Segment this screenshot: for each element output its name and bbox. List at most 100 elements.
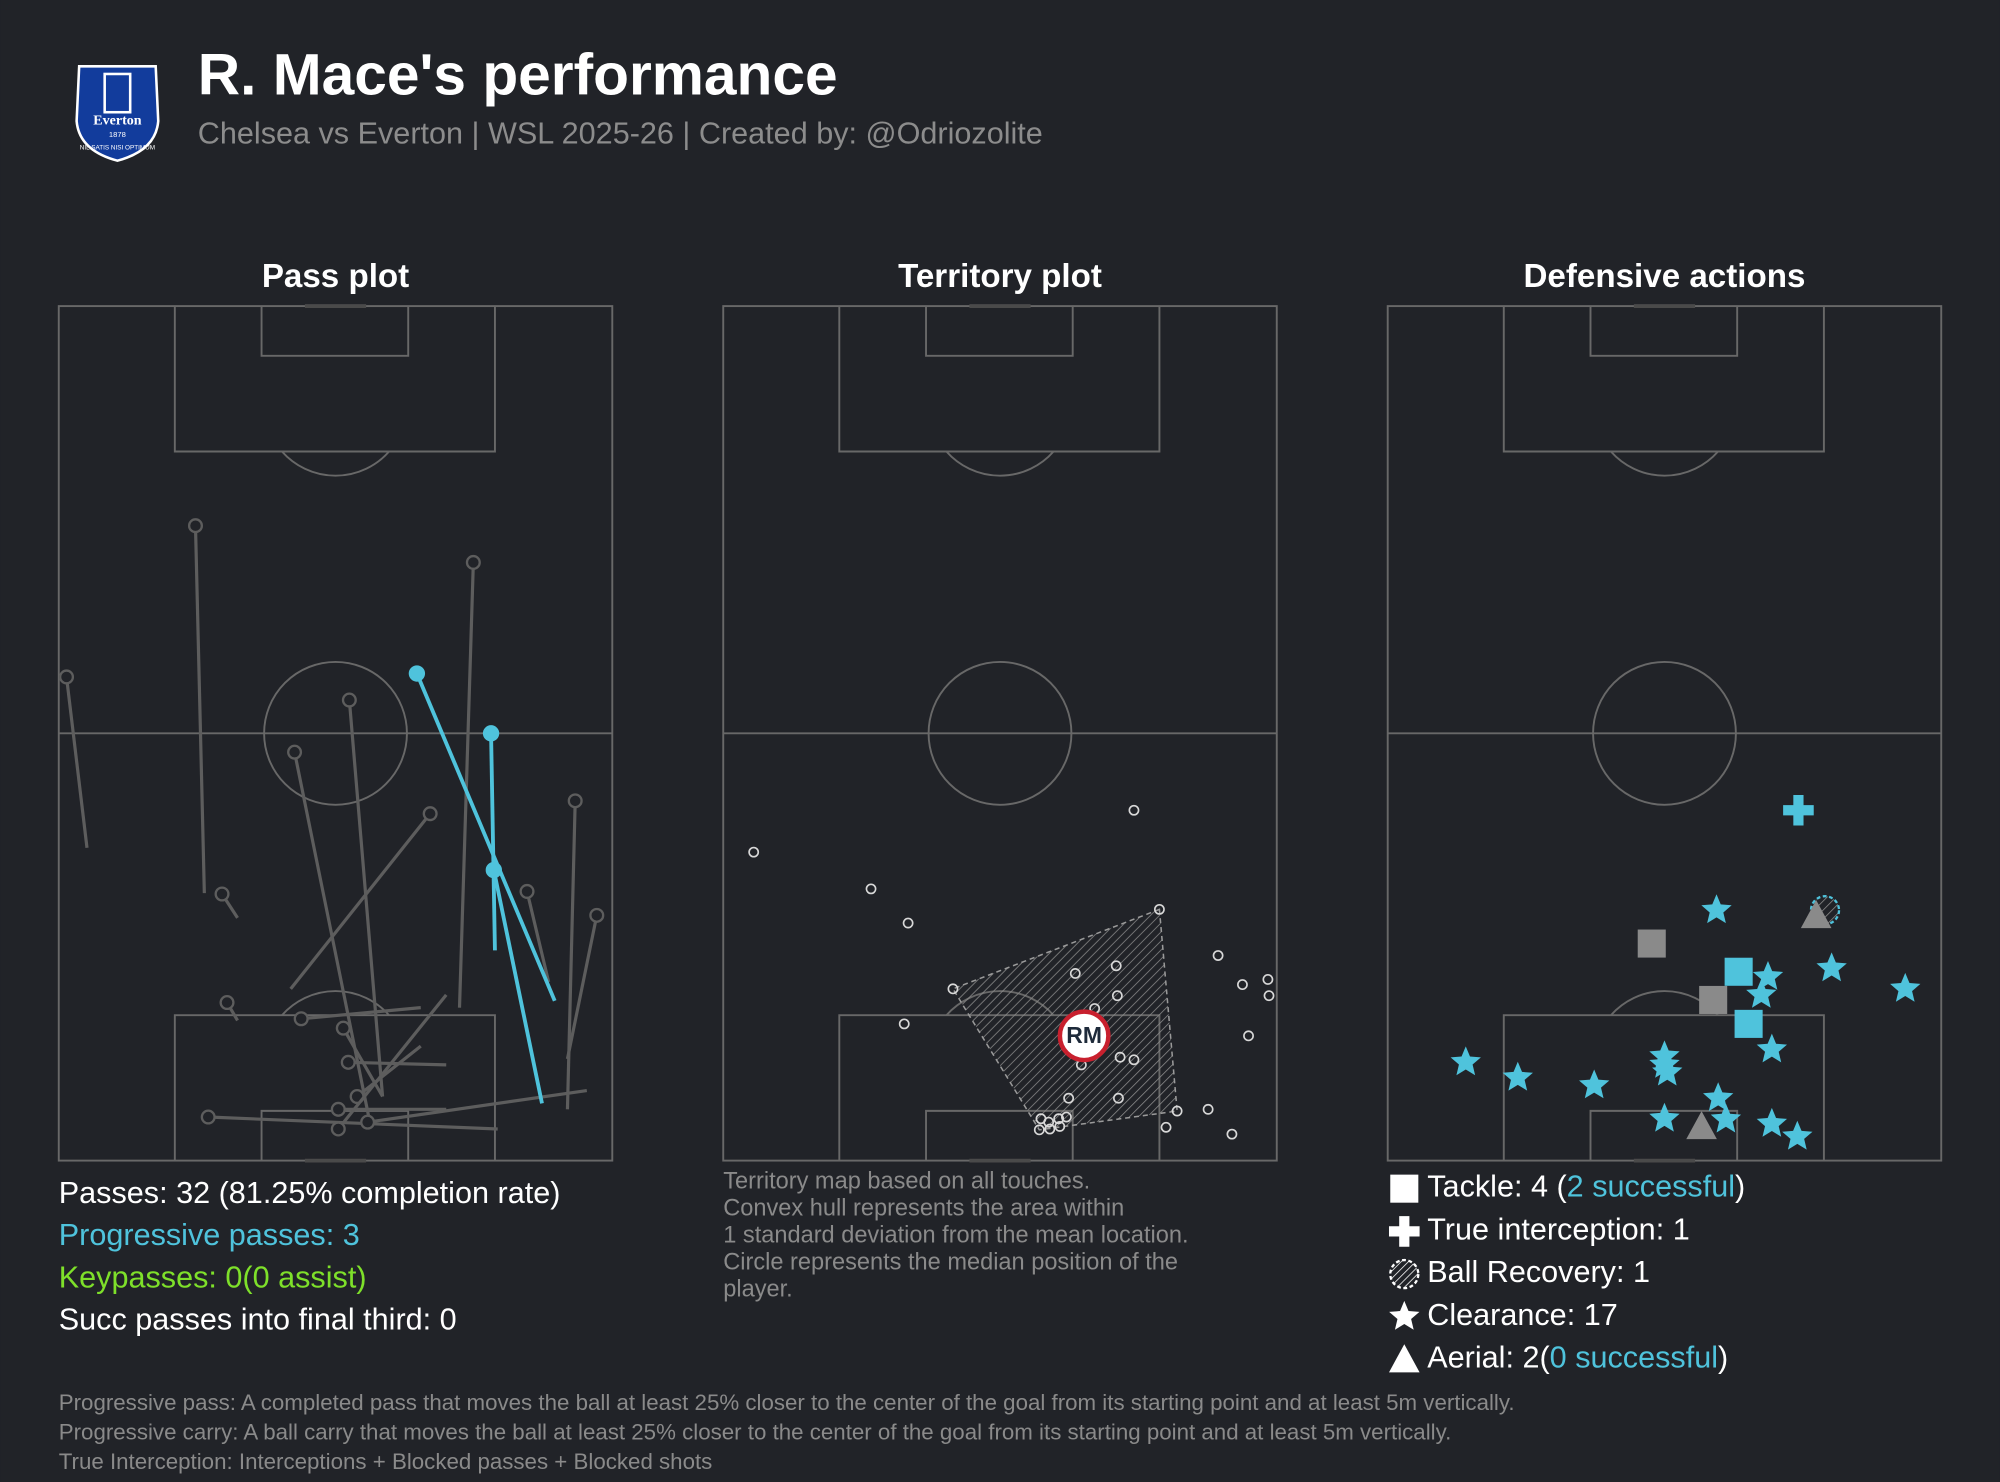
legend-suffix: ) [1735, 1170, 1745, 1204]
legend-entry: Aerial: 2(0 successful) [1427, 1341, 1728, 1375]
clearance-marker [1816, 952, 1847, 982]
stat-line: Passes: 32 (81.25% completion rate) [59, 1176, 561, 1210]
tackle-marker [1699, 985, 1728, 1014]
touch [1243, 1030, 1254, 1042]
pass-end [340, 1054, 356, 1070]
clearance-marker [1746, 978, 1777, 1008]
center-circle [1592, 660, 1737, 806]
stat-line: Progressive passes: 3 [59, 1218, 360, 1252]
legend-entry: Clearance: 17 [1427, 1298, 1617, 1332]
six-yard-box [925, 306, 1074, 357]
pass [525, 891, 551, 983]
pass [193, 525, 206, 894]
six-yard-box [925, 1109, 1074, 1161]
pass [565, 915, 599, 1060]
pass [337, 993, 448, 1130]
touch [1202, 1103, 1214, 1115]
clearance-marker [1450, 1046, 1481, 1076]
logo-year: 1878 [109, 130, 126, 139]
touch [1263, 990, 1275, 1002]
touch [1160, 1121, 1172, 1133]
penalty-arc [281, 990, 390, 1016]
touch [1033, 1124, 1045, 1136]
penalty-arc [945, 450, 1055, 477]
clearance-marker [1756, 1107, 1788, 1137]
penalty-box [173, 306, 496, 453]
stat-line: Succ passes into final third: 0 [59, 1302, 457, 1336]
clearance-marker [1782, 1120, 1813, 1150]
legend-text: Aerial: 2( [1427, 1341, 1550, 1375]
panel-title: Pass plot [262, 258, 409, 295]
recovery-marker [1389, 1258, 1420, 1290]
clearance-marker [1756, 1033, 1788, 1063]
pitch [1386, 304, 1943, 1163]
legend-text: Tackle: 4 ( [1427, 1170, 1567, 1204]
touch [1128, 1054, 1140, 1066]
clearance-marker [1710, 1103, 1742, 1133]
progressive-pass [489, 733, 497, 951]
pass-end [589, 907, 605, 923]
touch [1063, 1092, 1075, 1104]
pass-end [58, 669, 75, 685]
footnote: Progressive carry: A ball carry that mov… [59, 1419, 1452, 1444]
pass [64, 676, 89, 849]
touch [1069, 968, 1081, 979]
legend-suffix: ) [1718, 1341, 1728, 1375]
touch [1262, 974, 1274, 985]
touch [1043, 1116, 1055, 1128]
tackle-marker [1390, 1174, 1419, 1203]
legend-text: Ball Recovery: 1 [1427, 1255, 1650, 1289]
touch [902, 917, 914, 929]
touch [1111, 990, 1123, 1002]
territory-caption: player. [723, 1276, 792, 1302]
pass-end [519, 883, 535, 899]
pass-end [482, 725, 500, 742]
pass-end [465, 554, 481, 570]
aerial-marker [1800, 900, 1832, 929]
club-logo: Everton 1878 NIL SATIS NISI OPTIMUM [75, 65, 160, 163]
penalty-box [1502, 1014, 1825, 1161]
pass-end [330, 1101, 346, 1117]
pass-end [341, 692, 357, 708]
clearance-marker [1890, 972, 1921, 1002]
pass [356, 1044, 422, 1098]
panel-title: Territory plot [898, 258, 1102, 295]
pass-end [422, 806, 438, 822]
touch [1226, 1128, 1238, 1140]
legend-entry: Ball Recovery: 1 [1427, 1255, 1650, 1289]
pass-end [408, 665, 426, 682]
aerial-marker [1388, 1344, 1420, 1373]
touch [947, 983, 959, 995]
pass-end [287, 744, 303, 760]
penalty-box [1502, 306, 1825, 453]
six-yard-box [260, 306, 410, 357]
pass-end [219, 994, 235, 1011]
touch [748, 846, 760, 858]
center-circle [927, 660, 1073, 806]
territory-caption: 1 standard deviation from the mean locat… [723, 1222, 1188, 1248]
tackle-marker [1734, 1009, 1763, 1038]
median-position [1057, 1009, 1111, 1063]
penalty-arc [1610, 450, 1719, 477]
penalty-arc [281, 450, 390, 477]
progressive-pass [415, 672, 557, 1002]
pass-end [485, 861, 502, 879]
aerial-marker [1686, 1111, 1717, 1140]
touch [898, 1018, 910, 1030]
median-label: RM [1066, 1022, 1102, 1048]
stat-line: Keypasses: 0(0 assist) [59, 1260, 367, 1294]
legend-entry: Tackle: 4 (2 successful) [1427, 1170, 1745, 1204]
tackle-marker [1724, 957, 1753, 986]
pass-end [293, 1011, 309, 1027]
tackle-marker [1637, 929, 1666, 958]
touch [1061, 1111, 1072, 1123]
pass-end [360, 1114, 376, 1130]
territory-caption: Territory map based on all touches. [723, 1168, 1090, 1194]
touch [1171, 1105, 1183, 1117]
panel-title: Defensive actions [1524, 258, 1806, 295]
footnote: Progressive pass: A completed pass that … [59, 1390, 1515, 1415]
touch [1044, 1123, 1056, 1135]
touch [865, 883, 877, 895]
